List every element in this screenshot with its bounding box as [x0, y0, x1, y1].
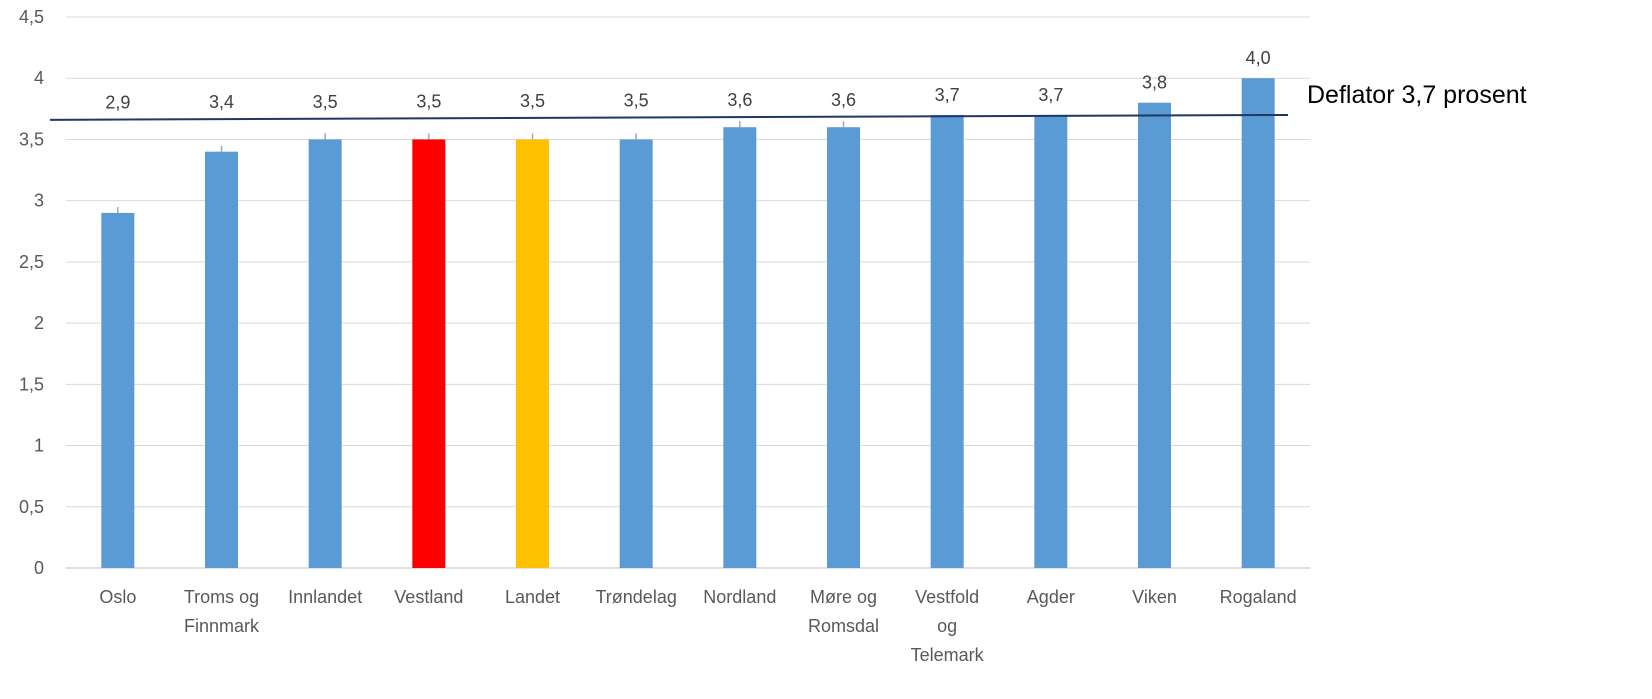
category-label: Landet: [505, 587, 560, 607]
bar: [723, 127, 757, 568]
data-labels: 2,9 3,4 3,5 3,5 3,5 3,5 3,6 3,6 3,7 3,7 3,8 4,0: [105, 48, 1270, 112]
category-label: Rogaland: [1220, 587, 1297, 607]
data-label: 3,8: [1142, 73, 1167, 93]
category-label: Møre og Romsdal: [808, 587, 879, 636]
y-tick-label: 3,5: [19, 129, 44, 149]
data-label: 3,5: [313, 92, 338, 112]
y-tick-label: 1,5: [19, 374, 44, 394]
category-label: Agder: [1027, 587, 1075, 607]
category-label: Vestland: [394, 587, 463, 607]
bar: [101, 212, 135, 568]
y-tick-label: 0,5: [19, 497, 44, 517]
data-label: 2,9: [105, 93, 130, 113]
bar: [1034, 114, 1068, 568]
data-label: 3,7: [1038, 85, 1063, 105]
category-label: Innlandet: [288, 587, 362, 607]
bar: [827, 127, 860, 568]
category-label: Nordland: [703, 587, 776, 607]
deflator-reference: Deflator 3,7 prosent: [49, 81, 1527, 121]
category-label: Trøndelag: [595, 587, 676, 607]
bar: [930, 114, 964, 568]
data-label-leader-lines: [117, 121, 845, 213]
category-label: Vestfold og Telemark: [911, 587, 985, 665]
data-label: 3,7: [935, 85, 960, 105]
bar: [205, 151, 238, 568]
y-tick-label: 3: [34, 191, 44, 211]
category-label: Viken: [1132, 587, 1177, 607]
gridlines: [66, 16, 1310, 569]
deflator-label: Deflator 3,7 prosent: [1307, 81, 1527, 109]
category-label: Oslo: [99, 587, 136, 607]
category-label: Troms og Finnmark: [184, 587, 260, 636]
y-tick-label: 2,5: [19, 252, 44, 272]
data-label: 4,0: [1246, 48, 1271, 68]
y-axis-tick-labels: 0 0,5 1 1,5 2 2,5 3 3,5 4 4,5: [19, 7, 44, 578]
deflator-line: [49, 113, 1289, 121]
bar: [308, 139, 342, 568]
bar: [1138, 102, 1171, 568]
data-label: 3,5: [520, 91, 545, 111]
data-label: 3,6: [831, 90, 856, 110]
y-tick-label: 4,5: [19, 7, 44, 27]
data-label: 3,5: [624, 91, 649, 111]
bar: [619, 139, 653, 568]
data-label: 3,4: [209, 92, 234, 112]
y-tick-label: 1: [34, 436, 44, 456]
y-tick-label: 2: [34, 313, 44, 333]
bar: [516, 139, 549, 568]
x-axis-category-labels: Oslo Troms og Finnmark Innlandet Vestland Lan…: [99, 587, 1296, 665]
bar: [1241, 78, 1275, 568]
data-label: 3,6: [727, 90, 752, 110]
bar: [412, 139, 446, 568]
y-tick-label: 4: [34, 68, 44, 88]
y-tick-label: 0: [34, 558, 44, 578]
data-label: 3,5: [416, 91, 441, 111]
bars: [101, 78, 1275, 568]
